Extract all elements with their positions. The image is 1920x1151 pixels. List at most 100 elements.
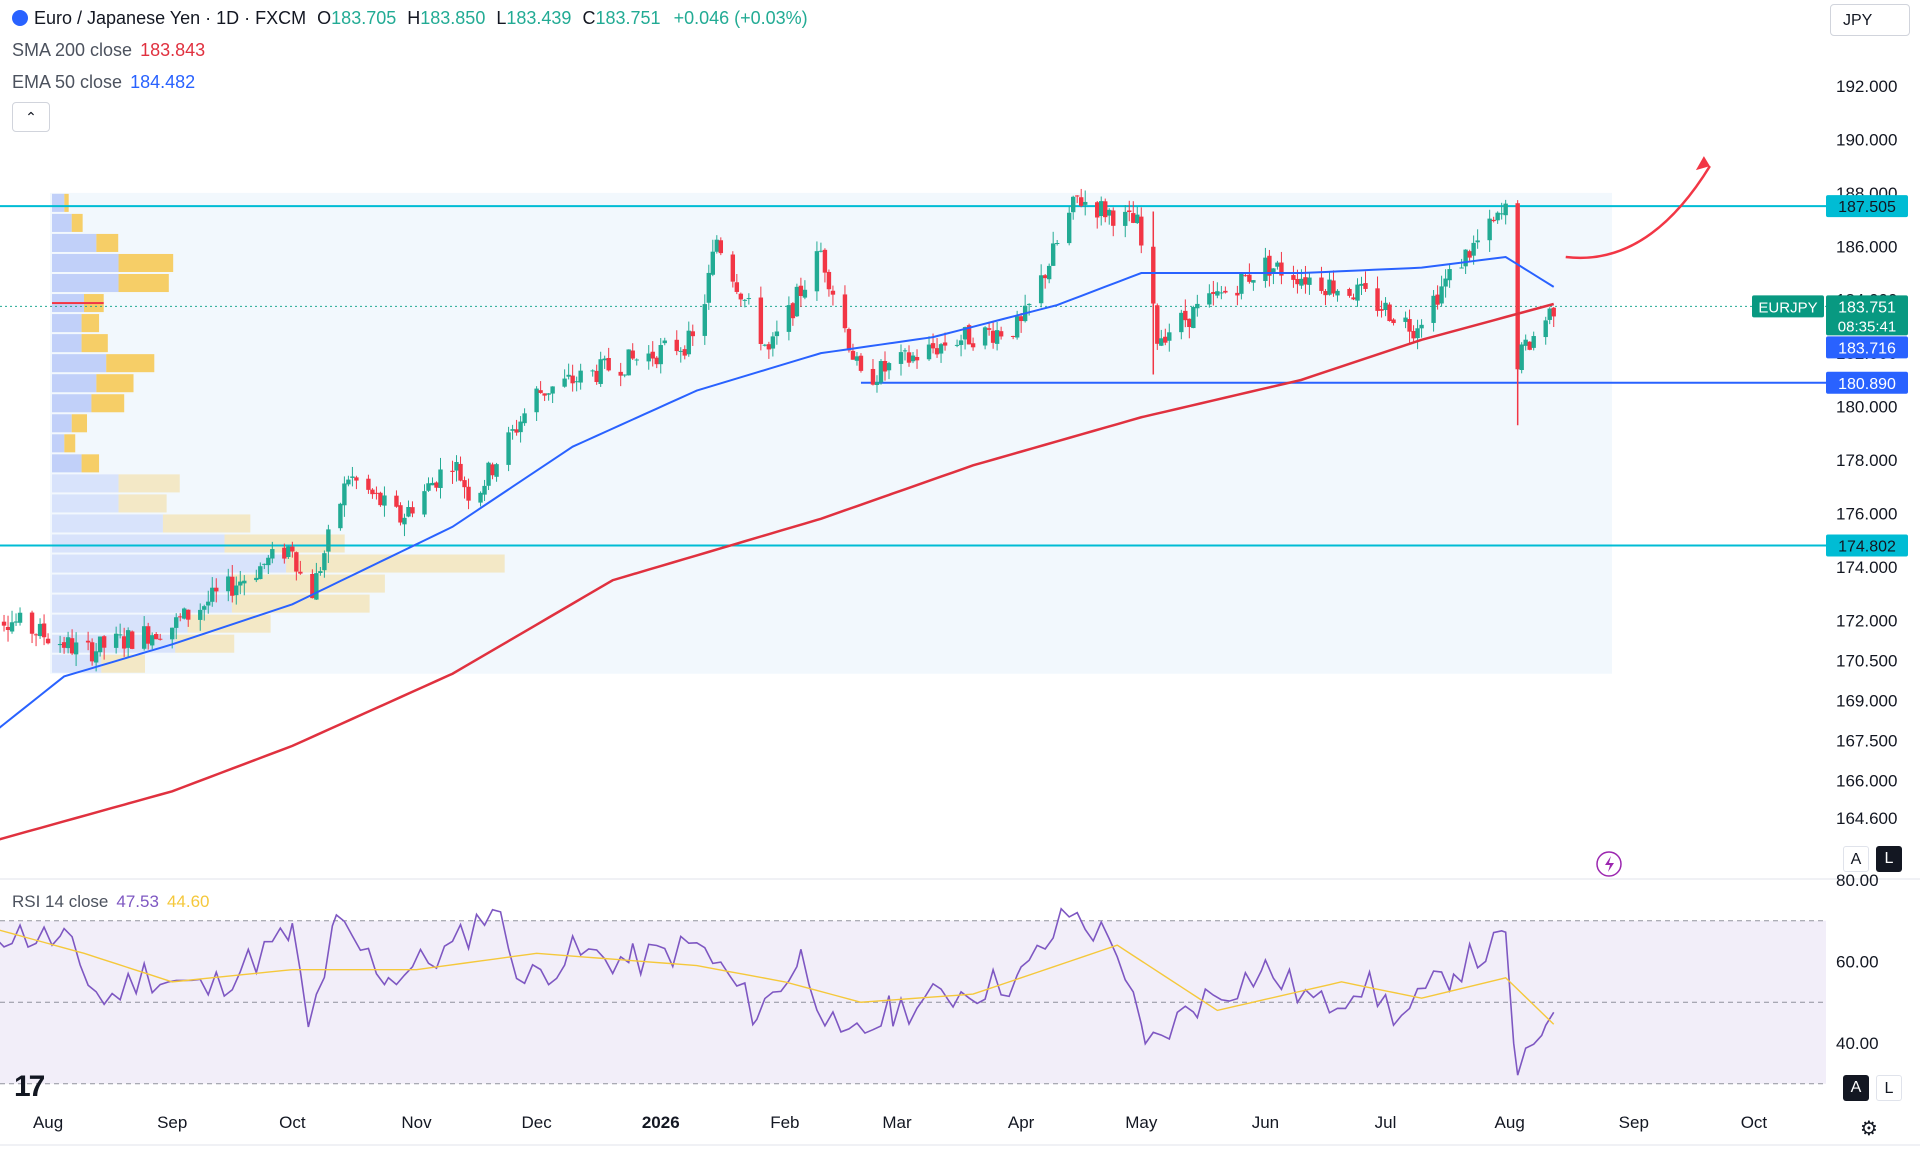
candle-body (1363, 283, 1368, 289)
candle-body (566, 374, 571, 377)
volume-profile-down-bar (81, 314, 100, 333)
ema-label: EMA 50 close (12, 72, 123, 92)
symbol-icon (12, 10, 28, 26)
rsi-legend[interactable]: RSI 14 close 47.53 44.60 (12, 892, 209, 912)
candle-body (654, 357, 659, 365)
candle-body (1054, 242, 1060, 244)
candle-body (914, 356, 920, 361)
candle-body (101, 636, 107, 648)
candle-body (550, 386, 555, 394)
close-label: C (582, 8, 596, 28)
chevron-up-icon: ⌃ (25, 108, 37, 125)
candle-body (153, 634, 159, 640)
rsi-auto-scale-button[interactable]: A (1843, 1075, 1869, 1101)
log-scale-button[interactable]: L (1876, 846, 1902, 872)
candle-body (1139, 216, 1144, 246)
candle-body (113, 633, 119, 648)
candle-body (1295, 278, 1300, 285)
candle-body (93, 651, 99, 663)
ema-legend[interactable]: EMA 50 close 184.482 (12, 72, 195, 93)
candle-body (1443, 278, 1448, 287)
rsi-line (0, 907, 1555, 1076)
lightning-icon[interactable] (1596, 851, 1622, 877)
candle-body (626, 349, 631, 376)
candle-body (298, 571, 303, 574)
candle-body (434, 482, 439, 488)
candle-body (394, 495, 399, 507)
candle-body (226, 576, 231, 592)
time-axis-label: May (1125, 1113, 1158, 1132)
candle-body (214, 587, 219, 592)
volume-profile-up-bar (52, 314, 82, 333)
sma-legend[interactable]: SMA 200 close 183.843 (12, 40, 205, 61)
rsi-log-scale-button[interactable]: L (1876, 1075, 1902, 1101)
currency-selector[interactable]: JPY (1830, 4, 1910, 36)
candle-body (117, 634, 123, 636)
candle-body (1159, 338, 1164, 346)
price-axis-tick: 176.000 (1836, 504, 1897, 523)
candle-body (266, 557, 271, 566)
candle-body (478, 492, 483, 503)
candle-body (17, 612, 23, 623)
candle-body (125, 630, 131, 648)
candle-body (1475, 240, 1480, 243)
candle-body (910, 355, 916, 362)
candle-body (1046, 265, 1052, 280)
candle-body (494, 464, 499, 477)
candle-body (1435, 294, 1440, 305)
candle-body (1271, 268, 1276, 274)
candle-body (458, 463, 463, 481)
candle-body (1111, 210, 1116, 226)
candle-body (826, 271, 832, 290)
candle-body (178, 616, 183, 618)
candle-body (602, 358, 607, 361)
volume-profile-up-bar (52, 354, 107, 373)
candle-body (198, 609, 203, 620)
time-axis-label: Feb (770, 1113, 799, 1132)
candle-body (1347, 288, 1352, 296)
candle-body (1415, 328, 1420, 339)
candle-body (206, 601, 211, 606)
tradingview-logo[interactable]: 17 (14, 1070, 45, 1103)
candle-body (318, 571, 323, 573)
candle-body (1527, 341, 1532, 350)
candle-body (518, 421, 523, 433)
candle-body (170, 627, 175, 640)
rsi-ma-line (0, 929, 1555, 1025)
time-axis-label: Sep (1619, 1113, 1649, 1132)
candle-body (374, 492, 379, 494)
auto-scale-button[interactable]: A (1843, 846, 1869, 872)
last-price-tag: 183.751 (1838, 299, 1896, 316)
volume-profile-down-bar (118, 474, 180, 493)
candle-body (646, 353, 651, 362)
collapse-legend-button[interactable]: ⌃ (12, 102, 50, 132)
candle-body (97, 636, 103, 653)
candle-body (658, 345, 663, 365)
candle-body (962, 327, 968, 340)
volume-profile-up-bar (52, 274, 119, 293)
candle-body (1303, 277, 1308, 285)
candle-body (1095, 202, 1100, 218)
candle-body (706, 272, 711, 303)
candle-body (630, 350, 635, 359)
candle-body (466, 486, 471, 501)
candle-body (1243, 275, 1248, 277)
high-value: 183.850 (420, 8, 486, 28)
resistance-price-tag: 187.505 (1838, 199, 1896, 216)
candle-body (1267, 255, 1272, 276)
candle-body (578, 370, 583, 383)
candle-body (57, 643, 63, 646)
price-axis-tick: 166.000 (1836, 772, 1897, 791)
candle-body (141, 626, 147, 649)
gear-icon[interactable]: ⚙ (1860, 1118, 1878, 1140)
candle-body (346, 479, 351, 485)
candle-body (145, 626, 151, 644)
price-axis-tick: 172.000 (1836, 611, 1897, 630)
candle-body (1099, 201, 1104, 217)
candle-body (746, 298, 752, 300)
candle-body (61, 642, 67, 648)
sma-label: SMA 200 close (12, 40, 133, 60)
candle-body (662, 340, 667, 344)
candle-body (594, 370, 599, 382)
